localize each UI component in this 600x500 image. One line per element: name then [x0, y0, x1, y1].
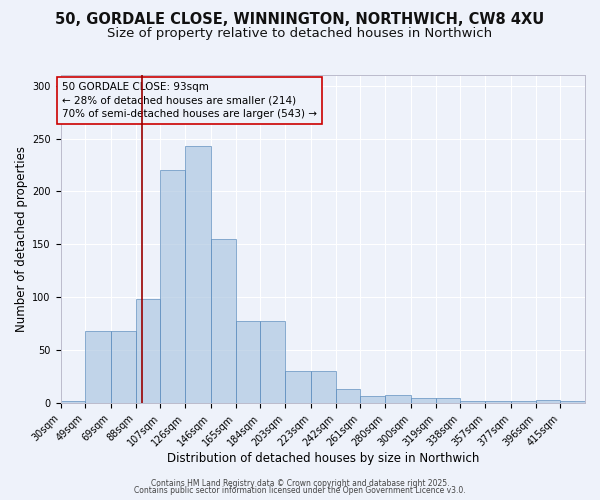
Bar — [536, 400, 560, 403]
Bar — [485, 401, 511, 403]
Bar — [211, 239, 236, 403]
Bar — [136, 300, 160, 403]
X-axis label: Distribution of detached houses by size in Northwich: Distribution of detached houses by size … — [167, 452, 479, 465]
Bar — [260, 320, 285, 403]
Bar — [385, 394, 411, 403]
Text: Contains public sector information licensed under the Open Government Licence v3: Contains public sector information licen… — [134, 486, 466, 495]
Bar — [111, 331, 136, 403]
Bar — [436, 398, 460, 403]
Bar — [336, 390, 361, 403]
Bar — [85, 331, 111, 403]
Text: Contains HM Land Registry data © Crown copyright and database right 2025.: Contains HM Land Registry data © Crown c… — [151, 478, 449, 488]
Bar — [285, 372, 311, 403]
Bar — [311, 372, 336, 403]
Bar — [511, 401, 536, 403]
Bar — [361, 396, 385, 403]
Bar — [185, 146, 211, 403]
Bar — [160, 170, 185, 403]
Bar — [460, 401, 485, 403]
Bar — [560, 401, 585, 403]
Text: 50 GORDALE CLOSE: 93sqm
← 28% of detached houses are smaller (214)
70% of semi-d: 50 GORDALE CLOSE: 93sqm ← 28% of detache… — [62, 82, 317, 119]
Text: Size of property relative to detached houses in Northwich: Size of property relative to detached ho… — [107, 28, 493, 40]
Bar — [411, 398, 436, 403]
Bar — [61, 401, 85, 403]
Bar — [236, 320, 260, 403]
Y-axis label: Number of detached properties: Number of detached properties — [15, 146, 28, 332]
Text: 50, GORDALE CLOSE, WINNINGTON, NORTHWICH, CW8 4XU: 50, GORDALE CLOSE, WINNINGTON, NORTHWICH… — [55, 12, 545, 28]
